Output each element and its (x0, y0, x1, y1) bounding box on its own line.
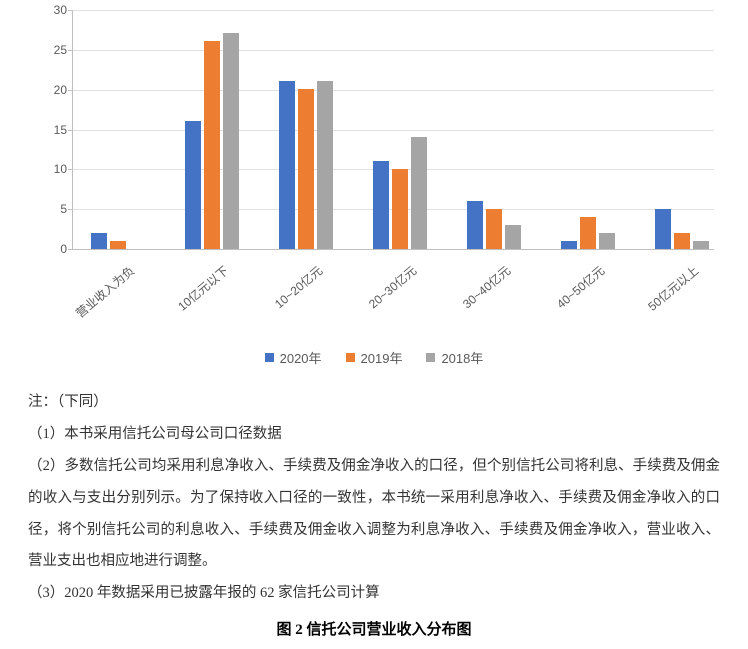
note-item: （3）2020 年数据采用已披露年报的 62 家信托公司计算 (28, 578, 720, 610)
legend-label: 2019年 (361, 348, 403, 367)
note-item: （1）本书采用信托公司母公司口径数据 (28, 419, 720, 451)
bar (298, 89, 314, 249)
note-item: （2）多数信托公司均采用利息净收入、手续费及佣金净收入的口径，但个别信托公司将利… (28, 451, 720, 579)
bar (317, 81, 333, 249)
legend-item: 2020年 (265, 348, 322, 367)
y-tick-label: 15 (37, 123, 67, 137)
y-tick-label: 10 (37, 162, 67, 176)
bar (185, 121, 201, 249)
bar (110, 241, 126, 249)
legend-label: 2020年 (280, 348, 322, 367)
notes-block: 注：（下同） （1）本书采用信托公司母公司口径数据 （2）多数信托公司均采用利息… (0, 383, 748, 616)
bar (486, 209, 502, 249)
bar (505, 225, 521, 249)
bar (392, 169, 408, 249)
legend-item: 2018年 (426, 348, 483, 367)
plot-area: 051015202530营业收入为负10亿元以下10~20亿元20~30亿元30… (72, 10, 714, 250)
bar (223, 33, 239, 249)
bar (411, 137, 427, 249)
legend-swatch (265, 353, 274, 362)
bar (561, 241, 577, 249)
bar (655, 209, 671, 249)
legend-item: 2019年 (346, 348, 403, 367)
chart-legend: 2020年 2019年 2018年 (24, 340, 724, 383)
bar (373, 161, 389, 249)
bar (693, 241, 709, 249)
y-tick-label: 20 (37, 83, 67, 97)
figure-title: 图 2 信托公司营业收入分布图 (0, 616, 748, 649)
bar (91, 233, 107, 249)
legend-label: 2018年 (441, 348, 483, 367)
chart-container: 051015202530营业收入为负10亿元以下10~20亿元20~30亿元30… (24, 0, 724, 383)
legend-swatch (346, 353, 355, 362)
bar (580, 217, 596, 249)
bar (599, 233, 615, 249)
bar (674, 233, 690, 249)
y-tick-label: 30 (37, 3, 67, 17)
y-tick-label: 5 (37, 202, 67, 216)
bar (467, 201, 483, 249)
bar-chart: 051015202530营业收入为负10亿元以下10~20亿元20~30亿元30… (24, 0, 724, 340)
bar (279, 81, 295, 249)
y-tick-label: 25 (37, 43, 67, 57)
legend-swatch (426, 353, 435, 362)
y-tick-label: 0 (37, 242, 67, 256)
bar (204, 41, 220, 249)
notes-header: 注：（下同） (28, 387, 720, 419)
